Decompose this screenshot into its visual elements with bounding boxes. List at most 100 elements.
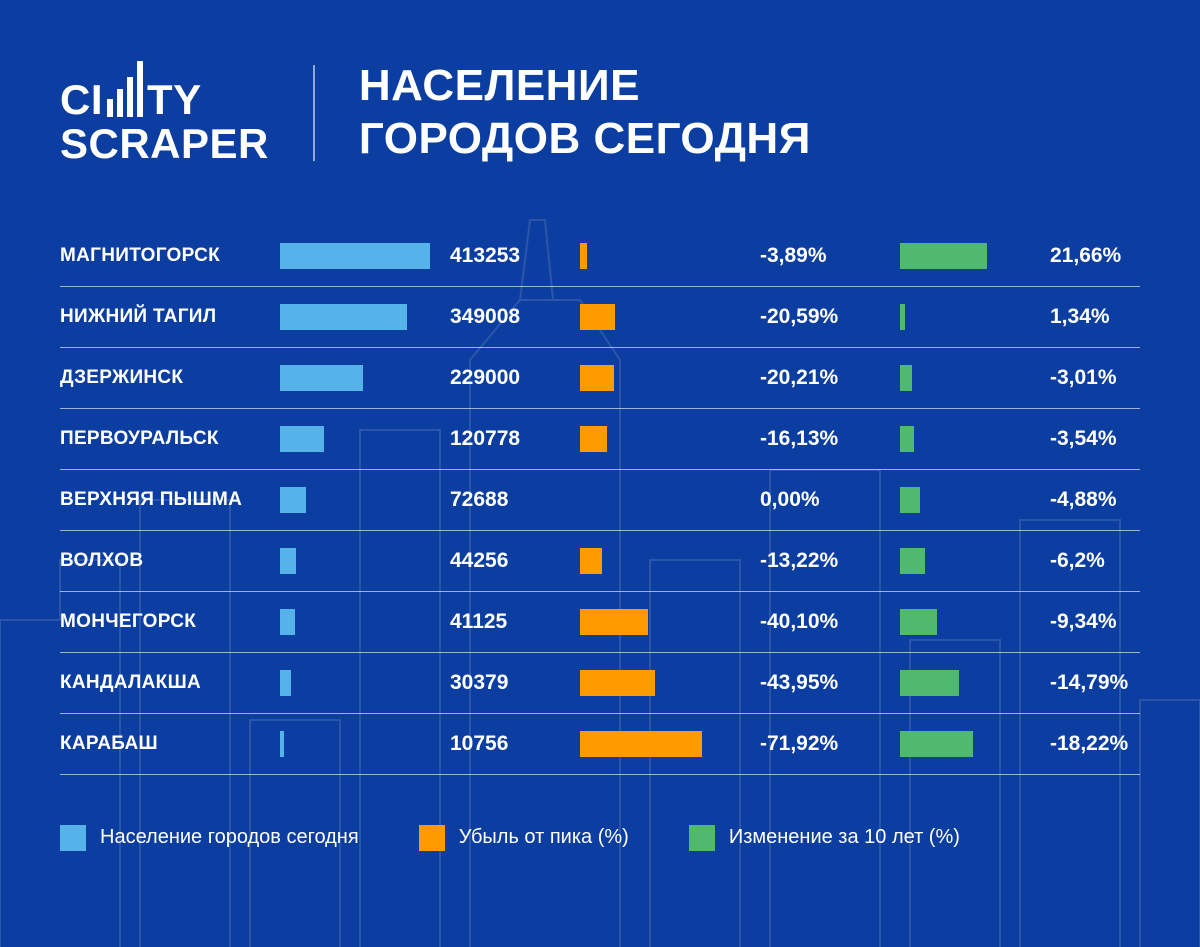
population-value: 30379 (450, 671, 570, 695)
decline-value: -40,10% (760, 610, 890, 634)
change-bar (900, 609, 937, 635)
change-bar-cell (900, 547, 1040, 575)
change-bar (900, 487, 920, 513)
table-row: КАРАБАШ10756-71,92%-18,22% (60, 714, 1140, 775)
decline-bar (580, 670, 655, 696)
change-bar-cell (900, 425, 1040, 453)
population-bar (280, 365, 363, 391)
legend-label-change: Изменение за 10 лет (%) (729, 826, 960, 849)
population-table: МАГНИТОГОРСК413253-3,89%21,66%НИЖНИЙ ТАГ… (60, 226, 1140, 775)
population-bar (280, 731, 284, 757)
change-bar (900, 731, 973, 757)
cityscraper-logo: C I TY SCRAPER (60, 61, 269, 165)
swatch-blue (60, 825, 86, 851)
decline-value: 0,00% (760, 488, 890, 512)
population-value: 349008 (450, 305, 570, 329)
city-name: ПЕРВОУРАЛЬСК (60, 428, 270, 450)
population-bar-cell (280, 242, 440, 270)
logo-letters-ty: TY (147, 79, 202, 121)
change-value: -18,22% (1050, 732, 1170, 756)
city-name: ДЗЕРЖИНСК (60, 367, 270, 389)
change-bar-cell (900, 608, 1040, 636)
legend-item-change: Изменение за 10 лет (%) (689, 825, 960, 851)
city-name: КАНДАЛАКША (60, 672, 270, 694)
decline-bar-cell (580, 669, 750, 697)
change-bar-cell (900, 730, 1040, 758)
city-name: НИЖНИЙ ТАГИЛ (60, 306, 270, 328)
population-value: 44256 (450, 549, 570, 573)
decline-bar-cell (580, 730, 750, 758)
population-bar-cell (280, 669, 440, 697)
decline-bar-cell (580, 303, 750, 331)
decline-bar (580, 731, 702, 757)
population-bar-cell (280, 425, 440, 453)
change-value: 21,66% (1050, 244, 1170, 268)
decline-bar (580, 609, 648, 635)
table-row: НИЖНИЙ ТАГИЛ349008-20,59%1,34% (60, 287, 1140, 348)
decline-bar-cell (580, 425, 750, 453)
population-bar-cell (280, 303, 440, 331)
change-bar (900, 426, 914, 452)
infographic-header: C I TY SCRAPER НАСЕЛЕНИЕ ГОРОДОВ СЕГОДНЯ (60, 60, 1140, 166)
population-bar-cell (280, 547, 440, 575)
legend-label-population: Население городов сегодня (100, 826, 359, 849)
swatch-green (689, 825, 715, 851)
change-bar-cell (900, 242, 1040, 270)
table-row: МАГНИТОГОРСК413253-3,89%21,66% (60, 226, 1140, 287)
header-divider (313, 65, 315, 161)
change-value: -9,34% (1050, 610, 1170, 634)
city-name: МОНЧЕГОРСК (60, 611, 270, 633)
logo-word-scraper: SCRAPER (60, 123, 269, 165)
decline-bar-cell (580, 242, 750, 270)
change-value: -4,88% (1050, 488, 1170, 512)
decline-value: -43,95% (760, 671, 890, 695)
legend-item-population: Население городов сегодня (60, 825, 359, 851)
change-value: -3,54% (1050, 427, 1170, 451)
population-value: 413253 (450, 244, 570, 268)
table-row: ВЕРХНЯЯ ПЫШМА726880,00%-4,88% (60, 470, 1140, 531)
decline-bar-cell (580, 547, 750, 575)
change-value: -3,01% (1050, 366, 1170, 390)
table-row: МОНЧЕГОРСК41125-40,10%-9,34% (60, 592, 1140, 653)
legend-label-decline: Убыль от пика (%) (459, 826, 629, 849)
city-name: ВОЛХОВ (60, 550, 270, 572)
decline-bar-cell (580, 364, 750, 392)
decline-bar-cell (580, 608, 750, 636)
legend: Население городов сегодня Убыль от пика … (60, 825, 1140, 851)
change-value: -14,79% (1050, 671, 1170, 695)
decline-bar (580, 548, 602, 574)
table-row: ПЕРВОУРАЛЬСК120778-16,13%-3,54% (60, 409, 1140, 470)
population-bar-cell (280, 364, 440, 392)
change-bar (900, 365, 912, 391)
decline-value: -20,21% (760, 366, 890, 390)
change-bar (900, 243, 987, 269)
population-value: 120778 (450, 427, 570, 451)
population-bar (280, 487, 306, 513)
change-bar-cell (900, 303, 1040, 331)
change-bar (900, 548, 925, 574)
change-bar-cell (900, 486, 1040, 514)
table-row: ДЗЕРЖИНСК229000-20,21%-3,01% (60, 348, 1140, 409)
decline-value: -71,92% (760, 732, 890, 756)
infographic-title: НАСЕЛЕНИЕ ГОРОДОВ СЕГОДНЯ (359, 60, 811, 166)
population-bar (280, 304, 407, 330)
table-row: ВОЛХОВ44256-13,22%-6,2% (60, 531, 1140, 592)
change-bar (900, 670, 959, 696)
decline-bar (580, 304, 615, 330)
city-name: КАРАБАШ (60, 733, 270, 755)
swatch-orange (419, 825, 445, 851)
population-bar-cell (280, 730, 440, 758)
change-value: -6,2% (1050, 549, 1170, 573)
decline-bar (580, 243, 587, 269)
city-name: ВЕРХНЯЯ ПЫШМА (60, 489, 270, 511)
logo-letter-c: C (60, 79, 91, 121)
decline-value: -3,89% (760, 244, 890, 268)
decline-value: -13,22% (760, 549, 890, 573)
decline-bar-cell (580, 486, 750, 514)
population-value: 229000 (450, 366, 570, 390)
table-row: КАНДАЛАКША30379-43,95%-14,79% (60, 653, 1140, 714)
population-bar (280, 548, 296, 574)
change-value: 1,34% (1050, 305, 1170, 329)
decline-value: -20,59% (760, 305, 890, 329)
city-name: МАГНИТОГОРСК (60, 245, 270, 267)
